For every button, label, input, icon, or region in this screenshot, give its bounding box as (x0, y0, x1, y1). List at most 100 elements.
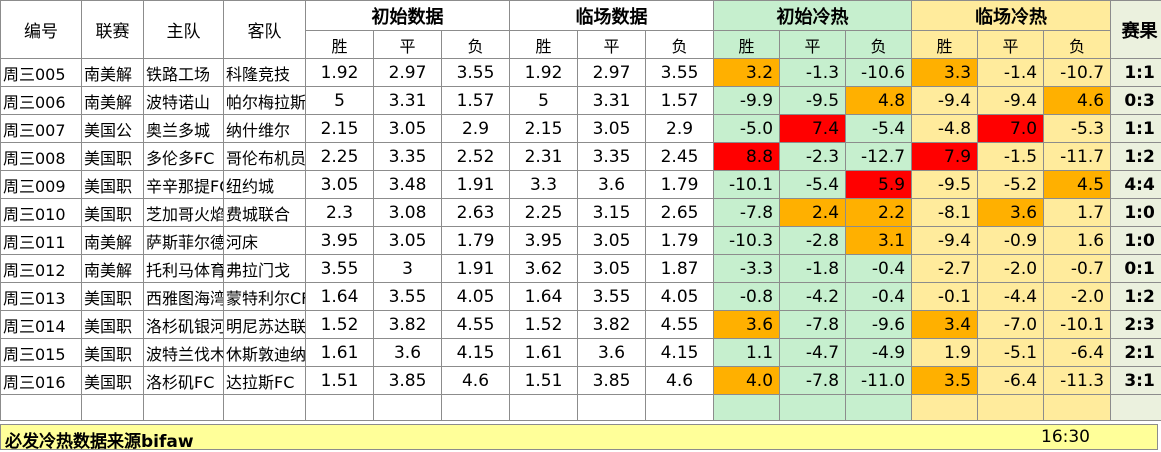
cell-live-odds-draw: 3.31 (577, 86, 647, 115)
table-row: 周三008 美国职 多伦多FC 哥伦布机员 2.25 3.35 2.52 2.31 3.35 2.… (0, 142, 1161, 171)
cell-id: 周三009 (0, 170, 82, 199)
cell-initial-odds-lose: 1.91 (440, 170, 511, 199)
cell-id: 周三016 (0, 366, 82, 395)
cell-live-odds-draw: 3.15 (577, 198, 647, 227)
cell-initial-odds-draw: 3.05 (373, 226, 442, 255)
header-initial-heat: 初始冷热 (713, 0, 913, 31)
cell-initial-heat-win: 1.1 (713, 338, 781, 367)
cell-initial-odds-win: 3.55 (305, 254, 374, 283)
footer-bar: 必发冷热数据来源bifaw 16:30 (0, 424, 1158, 452)
sub-header-lose: 负 (645, 30, 715, 59)
empty-cell (977, 394, 1045, 421)
table-row: 周三013美国职西雅图海湾人蒙特利尔CF1.643.554.051.643.55… (0, 282, 1161, 311)
cell-live-heat-lose: -0.7 (1043, 254, 1112, 283)
cell-live-heat-draw: -1.5 (977, 142, 1045, 171)
cell-home-team: 托利马体育 (143, 254, 224, 283)
cell-live-heat-win: -4.8 (911, 114, 979, 143)
cell-away-team: 明尼苏达联 (223, 310, 306, 339)
cell-live-odds-lose: 4.05 (645, 282, 715, 311)
cell-initial-heat-lose: -5.4 (845, 114, 913, 143)
empty-cell (779, 394, 847, 421)
cell-live-heat-win: 3.4 (911, 310, 979, 339)
cell-initial-heat-draw: -4.7 (779, 338, 847, 367)
sub-header-win: 胜 (509, 30, 579, 59)
cell-initial-odds-win: 1.51 (305, 366, 374, 395)
cell-live-odds-win: 3.62 (509, 254, 579, 283)
cell-initial-heat-draw: -4.2 (779, 282, 847, 311)
cell-initial-heat-draw: 7.4 (779, 114, 847, 143)
cell-initial-heat-lose: 4.8 (845, 86, 913, 115)
sub-header-draw: 平 (779, 30, 847, 59)
cell-initial-heat-win: 3.2 (713, 58, 781, 87)
cell-initial-odds-win: 2.25 (305, 142, 374, 171)
cell-live-heat-lose: -10.1 (1043, 310, 1112, 339)
sub-header-lose: 负 (440, 30, 511, 59)
cell-initial-heat-win: 4.0 (713, 366, 781, 395)
cell-live-heat-lose: -11.3 (1043, 366, 1112, 395)
cell-league: 南美解 (81, 226, 144, 255)
cell-initial-heat-win: 8.8 (713, 142, 781, 171)
cell-initial-heat-lose: 3.1 (845, 226, 913, 255)
cell-initial-odds-lose: 4.05 (440, 282, 511, 311)
empty-cell (0, 394, 82, 421)
cell-live-odds-win: 2.15 (509, 114, 579, 143)
cell-initial-odds-draw: 3.05 (373, 114, 442, 143)
cell-live-odds-draw: 3.6 (577, 338, 647, 367)
cell-away-team: 帕尔梅拉斯 (223, 86, 306, 115)
cell-live-heat-draw: -9.4 (977, 86, 1045, 115)
header-live-odds: 临场数据 (509, 0, 715, 31)
empty-cell (373, 394, 442, 421)
cell-result: 1:2 (1110, 142, 1161, 171)
cell-initial-heat-win: -10.3 (713, 226, 781, 255)
cell-live-odds-win: 1.52 (509, 310, 579, 339)
cell-league: 美国职 (81, 198, 144, 227)
cell-live-odds-win: 1.64 (509, 282, 579, 311)
cell-away-team: 休斯敦迪纳摩 (223, 338, 306, 367)
cell-live-odds-lose: 2.65 (645, 198, 715, 227)
table-body: 周三005 南美解 铁路工场 科隆竞技 1.92 2.97 3.55 1.92 2.97 3.55… (0, 58, 1161, 421)
cell-live-odds-win: 1.61 (509, 338, 579, 367)
cell-id: 周三015 (0, 338, 82, 367)
cell-live-heat-lose: 1.6 (1043, 226, 1112, 255)
cell-initial-heat-win: -10.1 (713, 170, 781, 199)
cell-id: 周三005 (0, 58, 82, 87)
cell-home-team: 西雅图海湾人 (143, 282, 224, 311)
empty-cell (577, 394, 647, 421)
odds-table: 编号 联赛 主队 客队 初始数据 临场数据 初始冷热 临场冷热 赛果 胜 平 负… (0, 0, 1161, 421)
cell-live-odds-lose: 3.55 (645, 58, 715, 87)
cell-home-team: 波特诺山 (143, 86, 224, 115)
cell-initial-odds-win: 1.92 (305, 58, 374, 87)
cell-initial-heat-draw: -1.3 (779, 58, 847, 87)
cell-id: 周三007 (0, 114, 82, 143)
table-row: 周三009 美国职 辛辛那提FC 纽约城 3.05 3.48 1.91 3.3 3.6 1.79-… (0, 170, 1161, 199)
cell-result: 1:0 (1110, 226, 1161, 255)
cell-live-heat-win: 7.9 (911, 142, 979, 171)
table-row: 周三006 南美解 波特诺山 帕尔梅拉斯 5 3.31 1.57 5 3.31 1.57 -9.9-… (0, 86, 1161, 115)
cell-initial-heat-lose: 2.2 (845, 198, 913, 227)
cell-initial-odds-win: 3.05 (305, 170, 374, 199)
cell-initial-odds-lose: 4.6 (440, 366, 511, 395)
cell-live-odds-draw: 3.6 (577, 170, 647, 199)
cell-away-team: 河床 (223, 226, 306, 255)
table-row: 周三010 美国职 芝加哥火焰 费城联合 2.3 3.08 2.63 2.25 3.15 2.65… (0, 198, 1161, 227)
empty-cell (713, 394, 781, 421)
header-live-heat: 临场冷热 (911, 0, 1112, 31)
cell-away-team: 费城联合 (223, 198, 306, 227)
cell-initial-odds-win: 1.52 (305, 310, 374, 339)
cell-initial-heat-win: -9.9 (713, 86, 781, 115)
cell-id: 周三010 (0, 198, 82, 227)
cell-initial-heat-lose: -9.6 (845, 310, 913, 339)
table-row: 周三005 南美解 铁路工场 科隆竞技 1.92 2.97 3.55 1.92 2.97 3.55… (0, 58, 1161, 87)
sub-header-lose: 负 (845, 30, 913, 59)
header-id: 编号 (0, 0, 82, 59)
cell-away-team: 哥伦布机员 (223, 142, 306, 171)
cell-live-odds-win: 3.3 (509, 170, 579, 199)
cell-home-team: 洛杉矶FC (143, 366, 224, 395)
table-row: 周三014 美国职 洛杉矶银河 明尼苏达联 1.52 3.82 4.55 1.52 3.82 4.… (0, 310, 1161, 339)
cell-live-odds-lose: 4.6 (645, 366, 715, 395)
cell-live-odds-draw: 3.05 (577, 226, 647, 255)
cell-initial-odds-lose: 1.79 (440, 226, 511, 255)
cell-initial-heat-draw: -2.3 (779, 142, 847, 171)
sub-header-lose: 负 (1043, 30, 1112, 59)
cell-initial-odds-draw: 3 (373, 254, 442, 283)
